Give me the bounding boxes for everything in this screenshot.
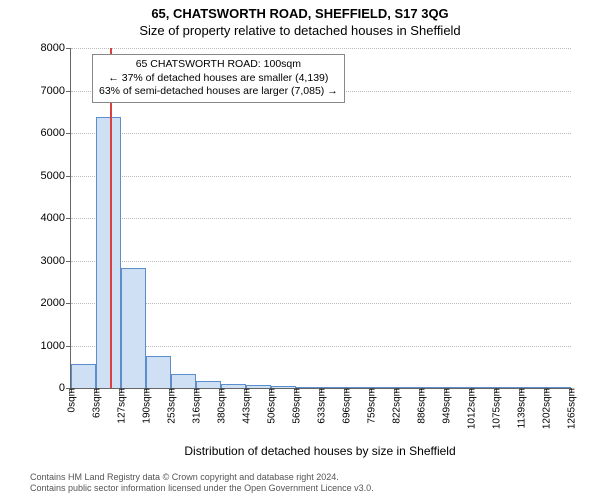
histogram-bar (121, 268, 146, 388)
xtick-label: 127sqm (115, 388, 128, 424)
xtick-label: 1265sqm (565, 388, 578, 429)
xtick-label: 822sqm (390, 388, 403, 424)
footer-line1: Contains HM Land Registry data © Crown c… (30, 472, 374, 483)
histogram-bar (171, 374, 196, 388)
ytick-label: 5000 (41, 170, 71, 182)
histogram-bar (321, 387, 346, 388)
xtick-label: 949sqm (440, 388, 453, 424)
xtick-label: 886sqm (415, 388, 428, 424)
histogram-bar (96, 117, 121, 388)
histogram-bar (471, 387, 496, 388)
xtick-label: 380sqm (215, 388, 228, 424)
xtick-label: 190sqm (140, 388, 153, 424)
xtick-label: 1202sqm (540, 388, 553, 429)
ytick-label: 3000 (41, 255, 71, 267)
histogram-bar (421, 387, 446, 388)
histogram-bar (496, 387, 521, 388)
histogram-bar (71, 364, 96, 388)
histogram-bar (296, 387, 321, 388)
ytick-label: 1000 (41, 340, 71, 352)
ytick-label: 4000 (41, 212, 71, 224)
footer-line2: Contains public sector information licen… (30, 483, 374, 494)
ytick-label: 7000 (41, 85, 71, 97)
histogram-bar (146, 356, 171, 388)
ytick-label: 6000 (41, 127, 71, 139)
x-axis-label: Distribution of detached houses by size … (70, 444, 570, 458)
footer-attribution: Contains HM Land Registry data © Crown c… (30, 472, 374, 495)
histogram-bar (346, 387, 371, 388)
annotation-line3: 63% of semi-detached houses are larger (… (99, 85, 338, 99)
grid-line (71, 133, 571, 134)
histogram-bar (196, 381, 221, 388)
histogram-bar (446, 387, 471, 388)
histogram-bar (221, 384, 246, 388)
xtick-label: 506sqm (265, 388, 278, 424)
xtick-label: 1012sqm (465, 388, 478, 429)
xtick-label: 316sqm (190, 388, 203, 424)
histogram-bar (396, 387, 421, 388)
annotation-line2: ← 37% of detached houses are smaller (4,… (99, 72, 338, 86)
chart-title-sub: Size of property relative to detached ho… (0, 21, 600, 38)
xtick-label: 1075sqm (490, 388, 503, 429)
grid-line (71, 261, 571, 262)
xtick-label: 0sqm (65, 388, 78, 412)
ytick-label: 2000 (41, 297, 71, 309)
histogram-bar (246, 385, 271, 388)
histogram-bar (271, 386, 296, 388)
xtick-label: 253sqm (165, 388, 178, 424)
xtick-label: 696sqm (340, 388, 353, 424)
histogram-bar (546, 387, 571, 388)
grid-line (71, 176, 571, 177)
grid-line (71, 303, 571, 304)
plot-area: 0100020003000400050006000700080000sqm63s… (70, 48, 570, 388)
xtick-label: 569sqm (290, 388, 303, 424)
ytick-label: 8000 (41, 42, 71, 54)
xtick-label: 759sqm (365, 388, 378, 424)
annotation-box: 65 CHATSWORTH ROAD: 100sqm ← 37% of deta… (92, 54, 345, 103)
grid-line (71, 346, 571, 347)
histogram-bar (371, 387, 396, 388)
grid-line (71, 218, 571, 219)
histogram-bar (521, 387, 546, 388)
annotation-line1: 65 CHATSWORTH ROAD: 100sqm (99, 58, 338, 72)
grid-line (71, 48, 571, 49)
xtick-label: 63sqm (90, 388, 103, 418)
xtick-label: 633sqm (315, 388, 328, 424)
xtick-label: 1139sqm (515, 388, 528, 428)
chart-title-main: 65, CHATSWORTH ROAD, SHEFFIELD, S17 3QG (0, 0, 600, 21)
xtick-label: 443sqm (240, 388, 253, 424)
